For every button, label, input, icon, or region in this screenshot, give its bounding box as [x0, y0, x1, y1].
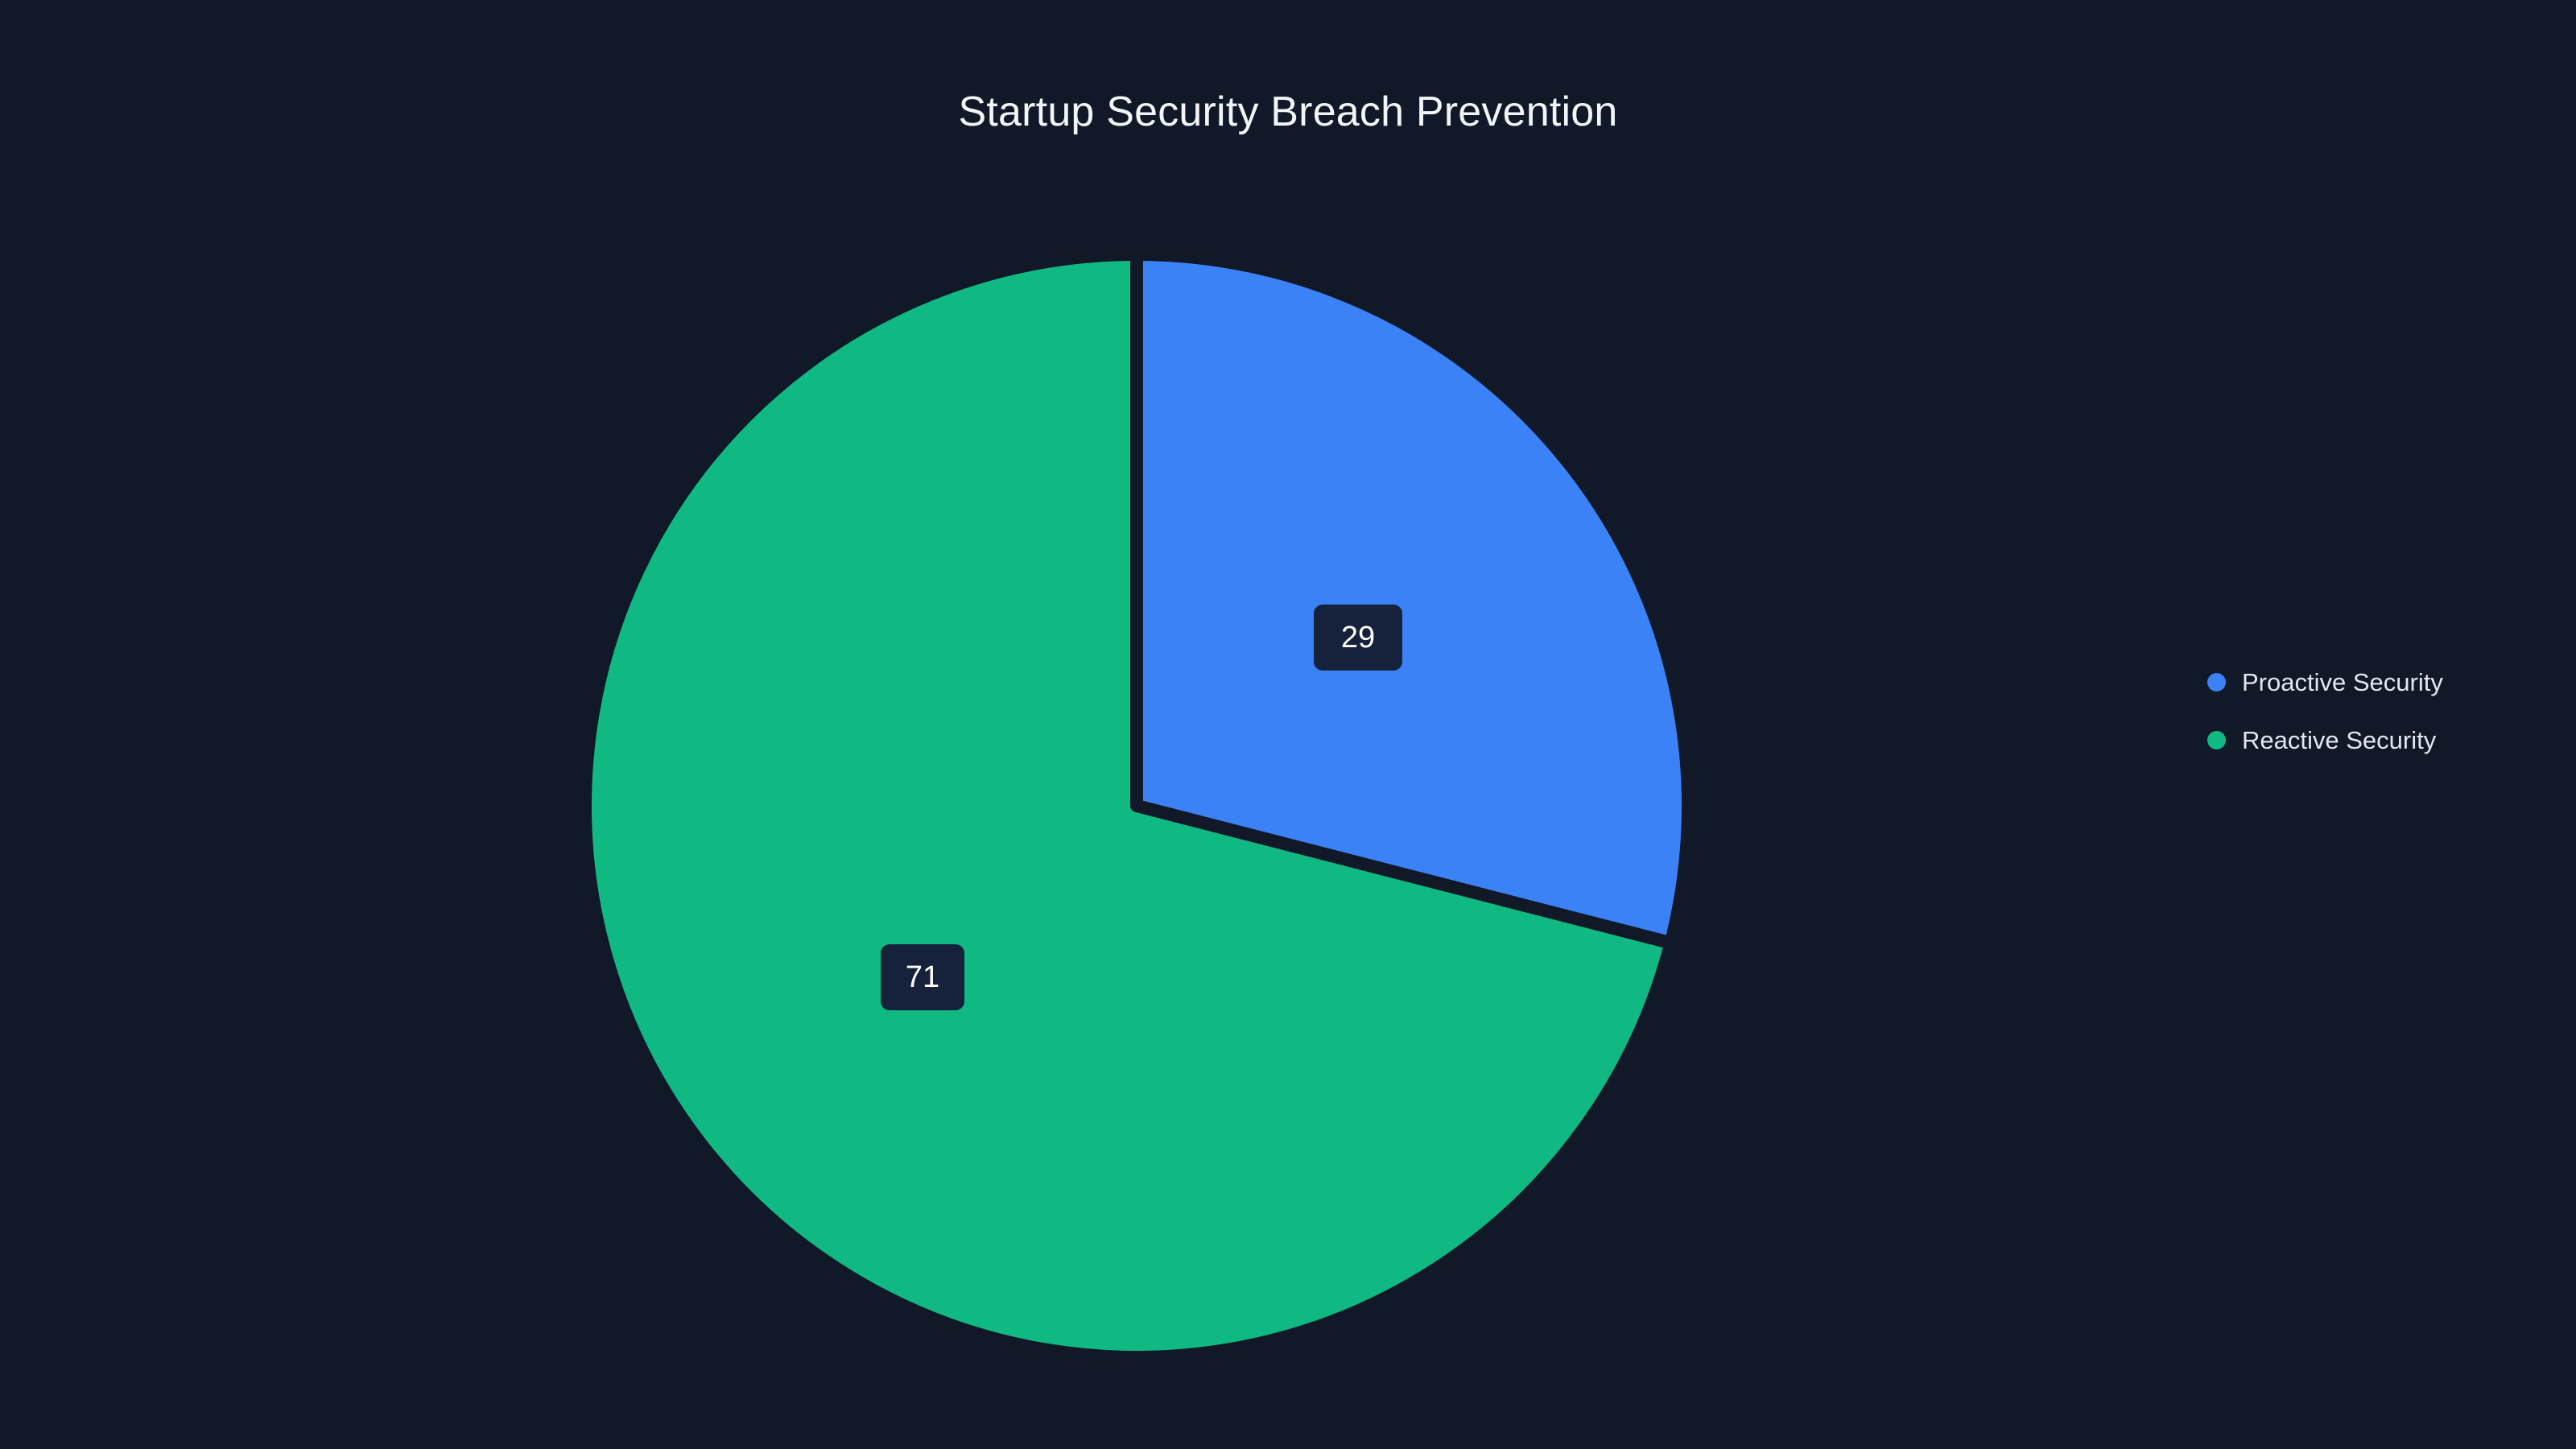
- legend-swatch-icon-proactive-security: [2207, 672, 2226, 691]
- pie-slice-proactive-security[interactable]: [1130, 248, 1695, 950]
- slice-value-label-proactive-security: 29: [1314, 605, 1402, 671]
- legend-label-reactive-security: Reactive Security: [2242, 725, 2437, 754]
- chart-title: Startup Security Breach Prevention: [958, 89, 1618, 135]
- legend-label-proactive-security: Proactive Security: [2242, 667, 2443, 696]
- pie-slice-reactive-security[interactable]: [579, 248, 1678, 1364]
- plot-area: 29 71: [579, 248, 1695, 1364]
- legend-swatch-icon-reactive-security: [2207, 730, 2226, 749]
- legend-item-proactive-security[interactable]: Proactive Security: [2207, 670, 2443, 695]
- slice-value-label-reactive-security: 71: [881, 944, 964, 1010]
- chart-legend: Proactive Security Reactive Security: [2207, 670, 2443, 753]
- legend-item-reactive-security[interactable]: Reactive Security: [2207, 728, 2443, 753]
- pie-svg: [579, 248, 1695, 1364]
